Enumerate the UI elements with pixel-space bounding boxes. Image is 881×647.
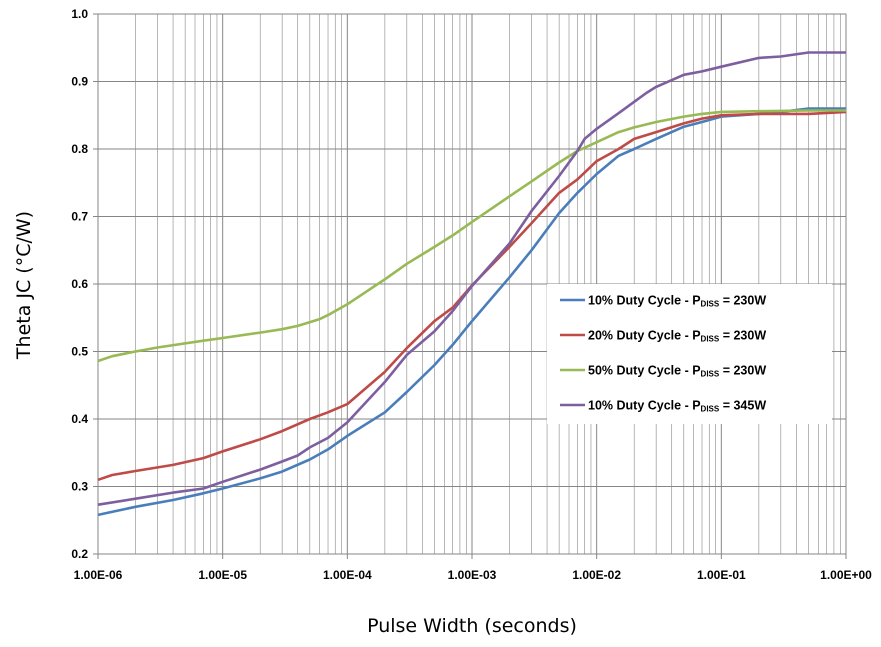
series-line-1 xyxy=(97,107,846,517)
y-axis-title: Theta JC (°C/W) xyxy=(13,211,35,360)
y-tick-label: 0.4 xyxy=(71,412,88,426)
y-tick-label: 0.9 xyxy=(71,75,88,89)
x-tick-label: 1.00E-02 xyxy=(572,568,621,582)
y-tick-label: 1.0 xyxy=(71,7,88,21)
y-tick-label: 0.7 xyxy=(71,210,88,224)
y-tick-label: 0.3 xyxy=(71,480,88,494)
legend-label-3: 50% Duty Cycle - PDISS = 230W xyxy=(588,364,766,379)
series-line-3 xyxy=(97,109,846,363)
y-tick-label: 0.5 xyxy=(71,345,88,359)
series-lines xyxy=(97,51,847,517)
legend-label-4: 10% Duty Cycle - PDISS = 345W xyxy=(588,399,766,414)
legend-box xyxy=(547,284,832,424)
x-tick-label: 1.00E-03 xyxy=(448,568,497,582)
x-tick-label: 1.00E-01 xyxy=(697,568,746,582)
x-tick-label: 1.00E-05 xyxy=(198,568,247,582)
legend-label-2: 20% Duty Cycle - PDISS = 230W xyxy=(588,329,766,344)
x-tick-label: 1.00E+00 xyxy=(820,568,872,582)
y-tick-label: 0.2 xyxy=(71,547,88,561)
x-tick-label: 1.00E-06 xyxy=(74,568,123,582)
grid xyxy=(97,13,846,555)
x-axis-ticks: 1.00E-06 1.00E-05 1.00E-04 1.00E-03 1.00E-02… xyxy=(74,554,872,582)
y-axis-ticks: 0.2 0.3 0.4 0.5 0.6 0.7 0.8 0.9 1.0 xyxy=(71,7,98,561)
x-axis-title: Pulse Width (seconds) xyxy=(367,615,577,637)
y-tick-label: 0.8 xyxy=(71,142,88,156)
y-tick-label: 0.6 xyxy=(71,277,88,291)
legend-label-1: 10% Duty Cycle - PDISS = 230W xyxy=(588,294,766,309)
legend: 10% Duty Cycle - PDISS = 230W 20% Duty Cy… xyxy=(547,284,832,424)
x-tick-label: 1.00E-04 xyxy=(323,568,372,582)
series-line-4 xyxy=(97,51,846,506)
